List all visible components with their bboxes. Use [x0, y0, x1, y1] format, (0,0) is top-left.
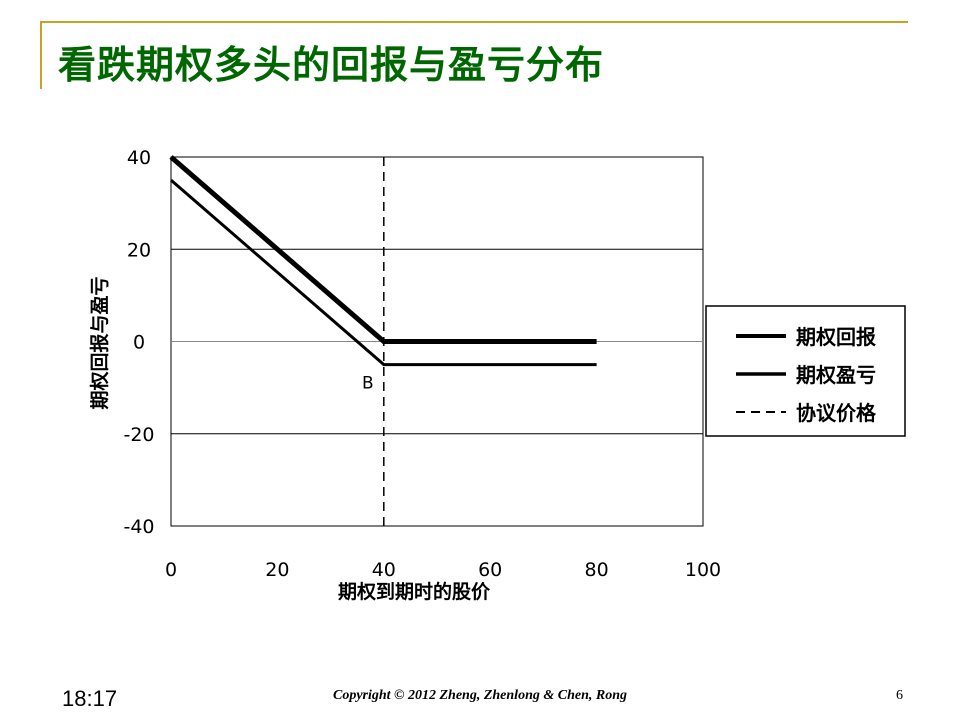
tick-layer: -40 -20 0 20 40 0 20 40 60 80 100	[123, 147, 721, 581]
footer-page-number: 6	[896, 688, 903, 703]
x-tick-label: 40	[372, 559, 396, 581]
slide-title: 看跌期权多头的回报与盈亏分布	[58, 43, 605, 87]
x-tick-label: 60	[478, 559, 502, 581]
legend-label-2: 期权盈亏	[796, 363, 876, 387]
annotation-layer: B	[362, 373, 374, 393]
y-axis-label: 期权回报与盈亏	[88, 276, 111, 409]
y-tick-label: -40	[123, 516, 154, 538]
x-tick-label: 80	[585, 559, 609, 581]
x-tick-label: 0	[165, 559, 177, 581]
payoff-chart: -40 -20 0 20 40 0 20 40 60 80 100 B 期权到期时的股价 期权回报与…	[88, 147, 906, 603]
chart-frame: -40 -20 0 20 40 0 20 40 60 80 100 B 期权到期时的股价 期权回报与…	[64, 126, 912, 632]
footer-copyright: Copyright © 2012 Zheng, Zhenlong & Chen,…	[332, 688, 627, 703]
title-top-rule	[40, 21, 908, 23]
series-layer	[169, 155, 597, 526]
title-left-rule	[40, 21, 42, 89]
x-axis-label: 期权到期时的股价	[338, 580, 491, 603]
y-tick-label: 0	[133, 332, 145, 354]
series-line-2	[170, 178, 597, 367]
x-tick-label: 100	[685, 559, 721, 581]
y-tick-label: -20	[123, 424, 154, 446]
y-tick-label: 40	[127, 147, 151, 169]
annotation-label: B	[362, 373, 374, 393]
x-tick-label: 20	[265, 559, 289, 581]
legend-label-1: 期权回报	[796, 325, 876, 349]
footer-time: 18:17	[62, 686, 118, 711]
legend-box	[705, 305, 906, 437]
y-tick-label: 20	[127, 239, 151, 261]
legend-label-3: 协议价格	[796, 401, 877, 425]
